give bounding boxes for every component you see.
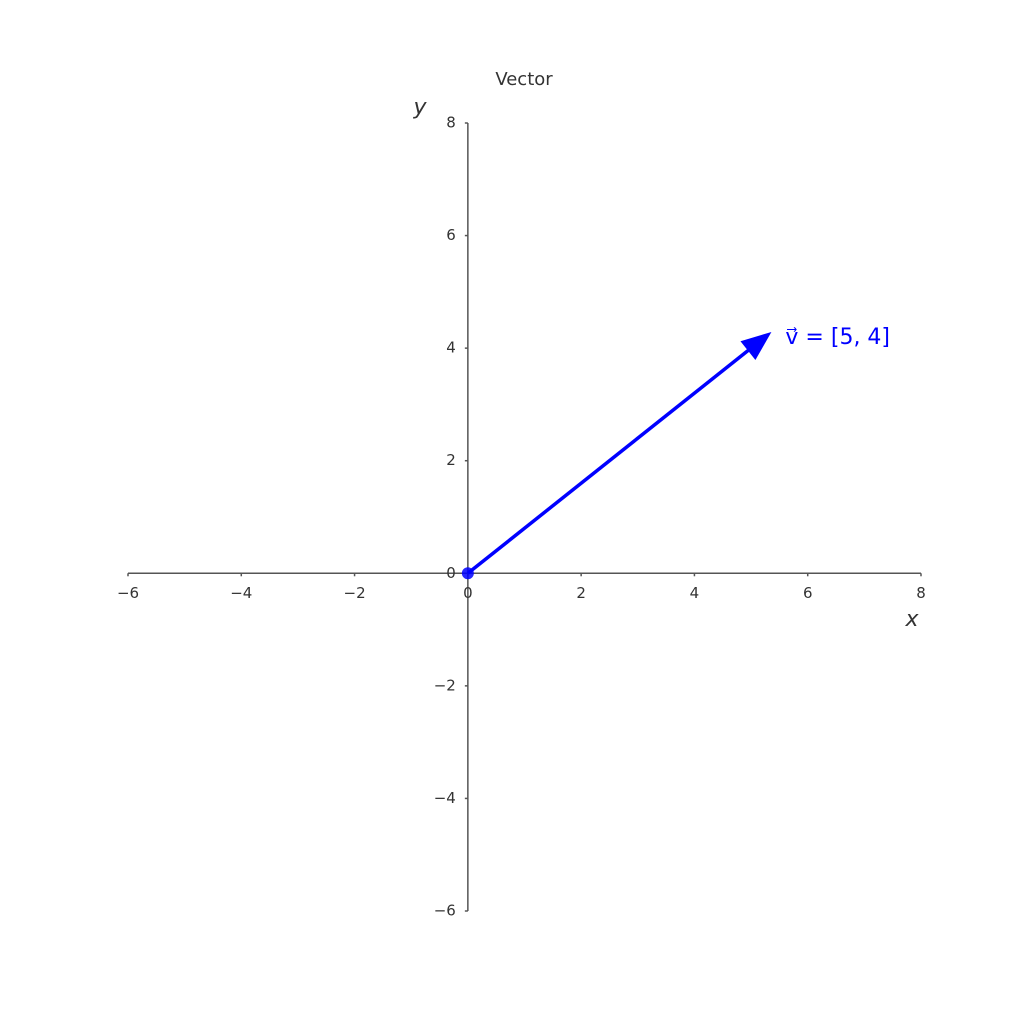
y-tick-label: −6 — [434, 902, 456, 920]
x-axis-label: x — [904, 607, 919, 632]
y-tick-label: 2 — [446, 451, 456, 469]
y-tick-label: 4 — [446, 339, 456, 357]
x-tick-label: 8 — [916, 584, 926, 602]
y-tick-label: −4 — [434, 789, 456, 807]
x-tick-label: −4 — [230, 584, 252, 602]
y-tick-label: 6 — [446, 226, 456, 244]
x-tick-label: −2 — [344, 584, 366, 602]
x-tick-label: −6 — [117, 584, 139, 602]
chart-title: Vector — [495, 69, 553, 90]
x-tick-label: 4 — [690, 584, 700, 602]
y-axis-label: y — [412, 95, 427, 120]
y-tick-label: −2 — [434, 676, 456, 694]
y-tick-label: 8 — [446, 114, 456, 132]
x-tick-label: 0 — [463, 584, 473, 602]
y-tick-label: 0 — [446, 564, 456, 582]
origin-point — [461, 567, 474, 580]
vector-head — [740, 331, 772, 361]
x-tick-label: 6 — [803, 584, 813, 602]
vector-label: v⃗ = [5, 4] — [785, 325, 890, 350]
vector-shaft — [466, 346, 753, 575]
x-tick-label: 2 — [576, 584, 586, 602]
